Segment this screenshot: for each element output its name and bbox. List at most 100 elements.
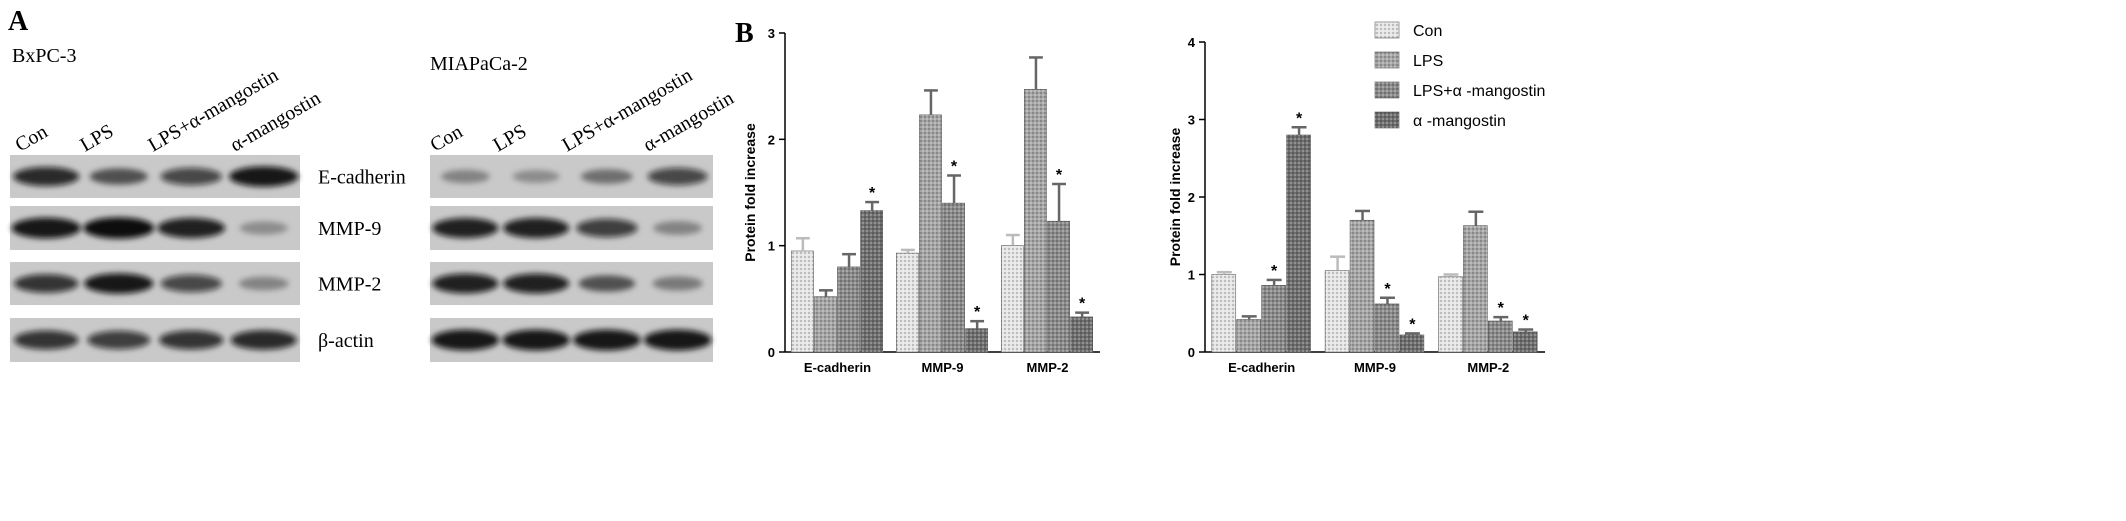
bar-texture — [942, 203, 965, 352]
significance-marker: * — [974, 304, 981, 321]
y-tick-label: 3 — [768, 26, 775, 41]
error-bar — [1404, 332, 1420, 335]
bar-texture — [1211, 274, 1236, 352]
y-tick-label: 0 — [768, 345, 775, 360]
blot-band — [432, 273, 499, 294]
protein-label: β-actin — [318, 330, 374, 352]
error-bar — [1216, 270, 1232, 275]
significance-marker: * — [951, 158, 958, 175]
blot-band — [83, 217, 155, 239]
error-bar — [1493, 315, 1509, 321]
bar-texture — [1070, 316, 1093, 352]
bar-texture — [1325, 270, 1350, 352]
error-bar — [1241, 315, 1257, 320]
cell-line-label: MIAPaCa-2 — [430, 53, 528, 75]
error-bar — [1029, 56, 1043, 90]
bar-texture — [1375, 303, 1399, 352]
blot-band — [84, 273, 154, 294]
blot-band — [503, 273, 570, 294]
error-bar — [1266, 278, 1282, 286]
y-tick-label: 1 — [768, 239, 775, 254]
y-axis-label: Protein fold increase — [742, 123, 758, 262]
bar-texture — [791, 250, 814, 352]
error-bar — [1330, 255, 1346, 271]
bar-texture — [837, 266, 860, 352]
blot-band — [160, 274, 222, 293]
blot-band — [13, 166, 80, 187]
bar-texture — [814, 296, 837, 352]
bar-texture — [1438, 276, 1463, 352]
x-tick-label: E-cadherin — [1228, 360, 1295, 375]
significance-marker: * — [1384, 281, 1391, 298]
blot-band — [159, 330, 224, 350]
blot-band — [11, 217, 81, 239]
x-tick-label: E-cadherin — [804, 360, 871, 375]
y-tick-label: 0 — [1188, 345, 1195, 360]
bar-texture — [1261, 285, 1286, 352]
blot-band — [643, 329, 712, 351]
bar-texture — [1488, 321, 1513, 352]
legend-swatch-texture — [1375, 82, 1399, 98]
y-tick-label: 2 — [1188, 190, 1195, 205]
bar-texture — [896, 253, 919, 352]
bar-texture — [1399, 334, 1424, 352]
error-bar — [1468, 210, 1484, 226]
blot-band — [431, 329, 500, 351]
legend-swatch-texture — [1375, 52, 1399, 68]
error-bar — [795, 236, 810, 251]
panel-label: A — [8, 6, 29, 37]
significance-marker: * — [1079, 296, 1086, 313]
blot-band — [652, 276, 703, 291]
blot-band — [14, 330, 79, 350]
significance-marker: * — [1271, 263, 1278, 280]
blot-band — [87, 330, 151, 350]
blot-band — [14, 274, 79, 293]
lane-label: LPS — [77, 120, 118, 156]
bar-texture — [965, 328, 988, 352]
y-axis-label: Protein fold increase — [1167, 128, 1183, 267]
blot-band — [573, 329, 641, 351]
x-tick-label: MMP-9 — [922, 360, 964, 375]
error-bar — [1005, 233, 1020, 246]
significance-marker: * — [1523, 313, 1530, 330]
significance-marker: * — [1296, 110, 1303, 127]
bar-texture — [1001, 245, 1024, 352]
blot-band — [432, 217, 499, 239]
error-bar — [819, 289, 833, 297]
blot-band — [512, 170, 560, 183]
significance-marker: * — [869, 185, 876, 202]
y-tick-label: 2 — [768, 132, 775, 147]
x-tick-label: MMP-9 — [1354, 360, 1396, 375]
blot-band — [230, 330, 297, 350]
lane-label: LPS+α-mangostin — [559, 64, 697, 156]
error-bar — [1518, 328, 1534, 332]
error-bar — [842, 252, 856, 267]
error-bar — [1291, 126, 1307, 135]
lane-label: Con — [12, 121, 52, 157]
blot-band — [157, 217, 226, 239]
y-tick-label: 3 — [1188, 113, 1195, 128]
y-tick-label: 1 — [1188, 268, 1195, 283]
blot-band — [653, 221, 702, 235]
bar-texture — [1513, 331, 1538, 352]
lane-label: LPS+α-mangostin — [145, 64, 283, 156]
error-bar — [1379, 296, 1395, 304]
bar-texture — [1047, 221, 1070, 352]
legend-label: α -mangostin — [1413, 113, 1506, 130]
legend-label: Con — [1413, 23, 1442, 40]
blot-band — [578, 275, 636, 292]
significance-marker: * — [1056, 167, 1063, 184]
error-bar — [900, 248, 915, 254]
y-tick-label: 4 — [1188, 35, 1196, 50]
lane-label: LPS — [490, 120, 531, 156]
bar-texture — [1286, 135, 1311, 352]
blot-band — [503, 217, 570, 239]
bar-texture — [1236, 319, 1261, 352]
error-bar — [970, 319, 985, 329]
blot-band — [441, 169, 490, 184]
bar-texture — [1350, 220, 1374, 352]
blot-band — [580, 169, 633, 184]
legend-swatch-texture — [1375, 22, 1399, 38]
